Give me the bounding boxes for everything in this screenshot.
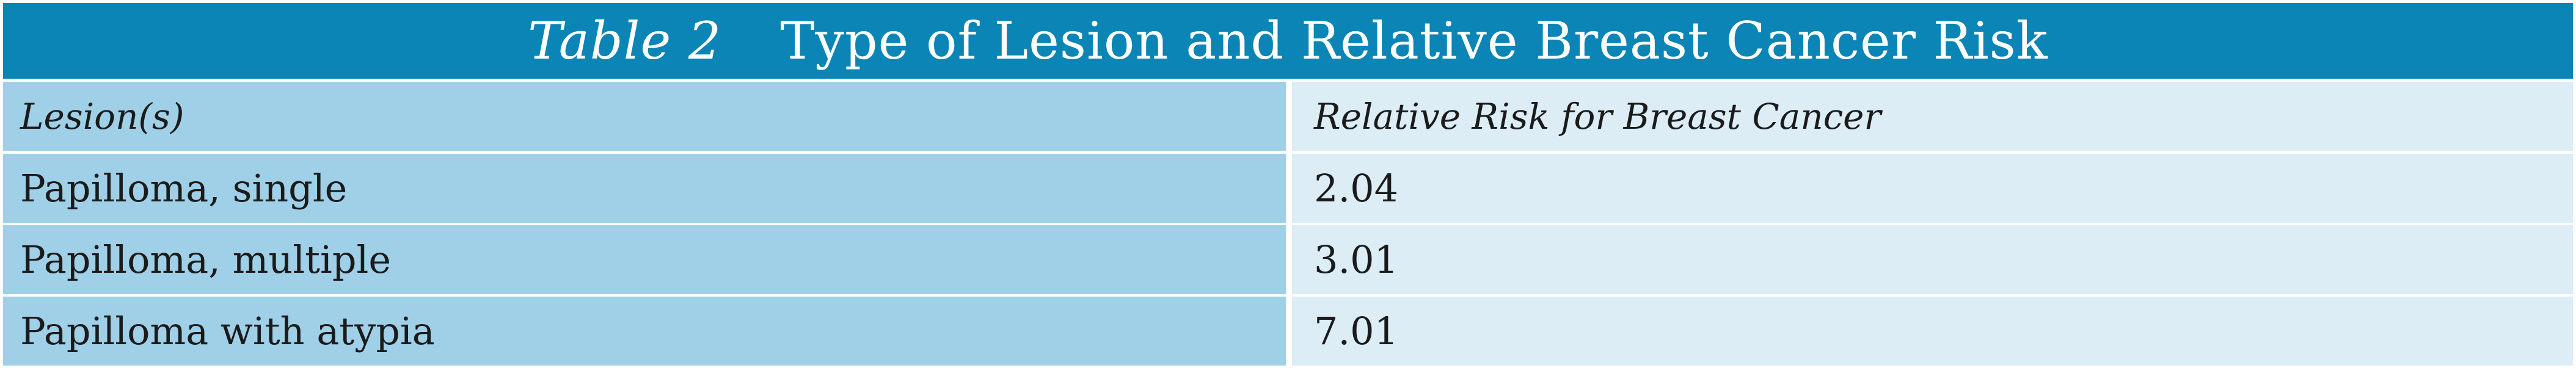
risk-cell: 2.04 — [1292, 154, 2573, 223]
risk-cell: 3.01 — [1292, 225, 2573, 294]
lesion-cell: Papilloma with atypia — [3, 297, 1286, 366]
lesion-cell: Papilloma, multiple — [3, 225, 1286, 294]
table-row: Papilloma, single 2.04 — [3, 154, 2573, 223]
column-divider — [1286, 82, 1292, 151]
risk-cell: 7.01 — [1292, 297, 2573, 366]
header-cell-lesion: Lesion(s) — [3, 82, 1286, 151]
lesion-cell: Papilloma, single — [3, 154, 1286, 223]
column-divider — [1286, 154, 1292, 223]
table-title-bar: Table 2 Type of Lesion and Relative Brea… — [3, 3, 2573, 79]
table-title: Type of Lesion and Relative Breast Cance… — [780, 11, 2048, 71]
table-row: Papilloma, multiple 3.01 — [3, 225, 2573, 294]
table-number-label: Table 2 — [528, 11, 722, 71]
table-header-row: Lesion(s) Relative Risk for Breast Cance… — [3, 82, 2573, 151]
column-divider — [1286, 225, 1292, 294]
table-row: Papilloma with atypia 7.01 — [3, 297, 2573, 366]
header-cell-relative-risk: Relative Risk for Breast Cancer — [1292, 82, 2573, 151]
column-divider — [1286, 297, 1292, 366]
